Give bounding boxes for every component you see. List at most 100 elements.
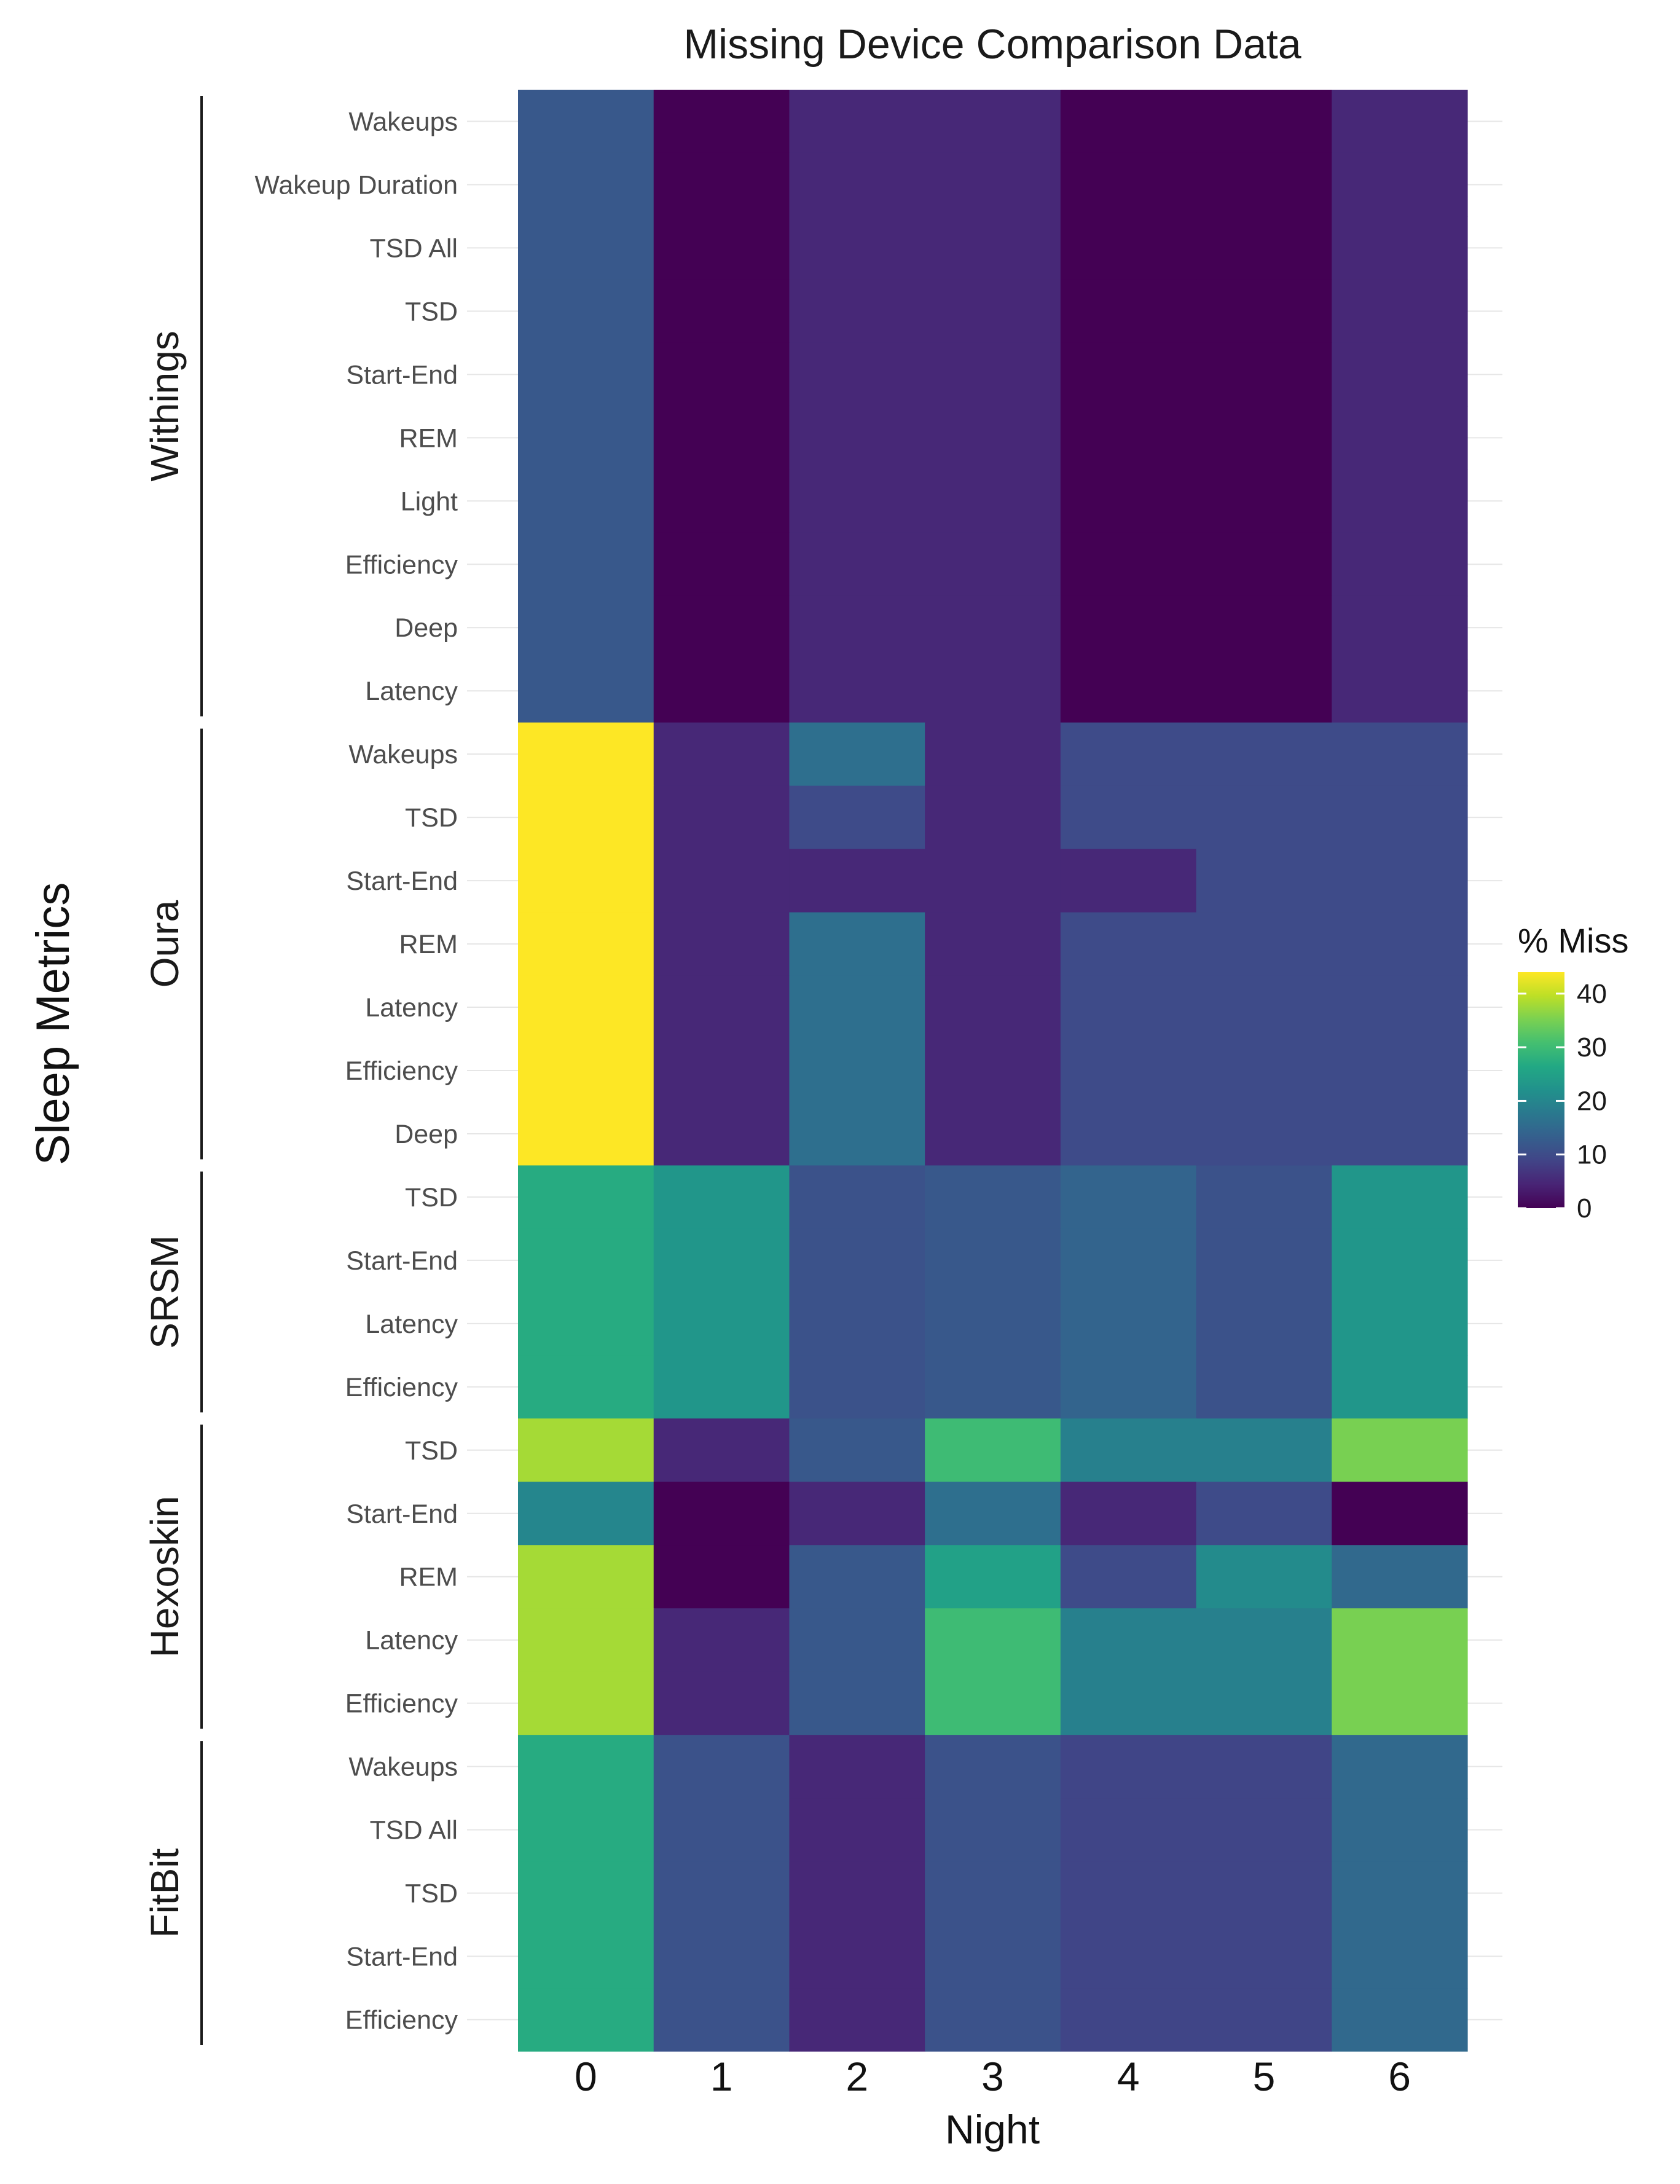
y-tick-label: Start-End bbox=[346, 360, 458, 390]
heatmap-cell bbox=[789, 1988, 925, 2052]
heatmap-cell bbox=[518, 1735, 654, 1799]
heatmap-cell bbox=[789, 1039, 925, 1103]
heatmap-cell bbox=[1332, 216, 1468, 280]
x-tick-label: 6 bbox=[1388, 2054, 1411, 2099]
heatmap-cell bbox=[1060, 975, 1197, 1040]
colorbar-tick-label: 10 bbox=[1577, 1140, 1607, 1170]
y-tick-label: Latency bbox=[365, 1310, 458, 1339]
heatmap-cell bbox=[653, 1482, 790, 1546]
heatmap-cell bbox=[1060, 595, 1197, 660]
heatmap-cell bbox=[925, 1292, 1061, 1356]
heatmap-cell bbox=[518, 1545, 654, 1609]
y-tick-label: Latency bbox=[365, 993, 458, 1023]
heatmap-cell bbox=[518, 1355, 654, 1419]
heatmap-cell bbox=[1060, 1735, 1197, 1799]
heatmap-cell bbox=[789, 1355, 925, 1419]
chart-title: Missing Device Comparison Data bbox=[683, 21, 1301, 68]
heatmap-cell bbox=[518, 1925, 654, 1989]
heatmap-cell bbox=[925, 216, 1061, 280]
heatmap-cell bbox=[518, 279, 654, 344]
heatmap-cell bbox=[518, 785, 654, 850]
heatmap-cell bbox=[518, 1165, 654, 1230]
heatmap-cell bbox=[1332, 90, 1468, 154]
heatmap-cell bbox=[1060, 1482, 1197, 1546]
heatmap-cell bbox=[1332, 342, 1468, 407]
y-tick-label: TSD All bbox=[370, 1816, 458, 1845]
heatmap-cell bbox=[518, 659, 654, 723]
heatmap-cell bbox=[925, 1861, 1061, 1925]
heatmap-cell bbox=[789, 785, 925, 850]
heatmap-cell bbox=[1060, 912, 1197, 976]
heatmap-cell bbox=[1332, 849, 1468, 913]
x-tick-label: 5 bbox=[1253, 2054, 1276, 2099]
x-tick-labels: 0 1 2 3 4 5 6 bbox=[575, 2054, 1411, 2099]
heatmap-cell bbox=[518, 1988, 654, 2052]
heatmap-cell bbox=[789, 1418, 925, 1482]
heatmap-cell bbox=[1332, 1482, 1468, 1546]
heatmap-cell bbox=[925, 849, 1061, 913]
legend-title: % Miss bbox=[1518, 921, 1628, 960]
heatmap-cell bbox=[1060, 1671, 1197, 1735]
heatmap-cell bbox=[1060, 1925, 1197, 1989]
heatmap-cell bbox=[925, 659, 1061, 723]
heatmap-cell bbox=[789, 1102, 925, 1166]
x-tick-label: 3 bbox=[981, 2054, 1004, 2099]
heatmap-cell bbox=[925, 595, 1061, 660]
group-label: FitBit bbox=[143, 1848, 187, 1938]
heatmap-cell bbox=[653, 216, 790, 280]
heatmap-cell bbox=[518, 1861, 654, 1925]
heatmap-cell bbox=[789, 216, 925, 280]
heatmap-cell bbox=[1196, 90, 1332, 154]
heatmap-cell bbox=[518, 912, 654, 976]
heatmap-cell bbox=[1196, 1798, 1332, 1862]
heatmap-cell bbox=[1332, 595, 1468, 660]
heatmap-cell bbox=[1332, 1798, 1468, 1862]
heatmap-cell bbox=[518, 532, 654, 597]
y-tick-label: Wakeup Duration bbox=[254, 170, 458, 200]
heatmap-cell bbox=[1196, 1228, 1332, 1292]
heatmap-cell bbox=[518, 152, 654, 217]
heatmap-cell bbox=[518, 342, 654, 407]
heatmap-cell bbox=[789, 1545, 925, 1609]
group-label: SRSM bbox=[143, 1235, 187, 1349]
heatmap-cell bbox=[1332, 1671, 1468, 1735]
heatmap-cell bbox=[653, 722, 790, 787]
y-tick-label: Efficiency bbox=[345, 2006, 458, 2035]
heatmap-cell bbox=[518, 849, 654, 913]
heatmap-cell bbox=[518, 1482, 654, 1546]
heatmap-cell bbox=[653, 1418, 790, 1482]
heatmap-cell bbox=[653, 342, 790, 407]
heatmap-cell bbox=[1332, 722, 1468, 787]
heatmap-cell bbox=[1060, 1355, 1197, 1419]
heatmap-cell bbox=[1332, 785, 1468, 850]
heatmap-cell bbox=[925, 1925, 1061, 1989]
heatmap-cell bbox=[1196, 785, 1332, 850]
heatmap-cell bbox=[1196, 1039, 1332, 1103]
heatmap-cell bbox=[925, 1165, 1061, 1230]
heatmap-cell bbox=[653, 1545, 790, 1609]
heatmap-cell bbox=[925, 1228, 1061, 1292]
heatmap-cell bbox=[1060, 532, 1197, 597]
heatmap-cell bbox=[653, 849, 790, 913]
group-labels: Withings Oura SRSM Hexoskin FitBit bbox=[143, 96, 203, 2045]
heatmap-cell bbox=[1060, 1165, 1197, 1230]
heatmap-cell bbox=[925, 1545, 1061, 1609]
heatmap-cell bbox=[1060, 279, 1197, 344]
heatmap-cell bbox=[925, 912, 1061, 976]
heatmap-cell bbox=[1332, 1355, 1468, 1419]
heatmap-cell bbox=[789, 1861, 925, 1925]
heatmap-cell bbox=[1196, 659, 1332, 723]
heatmap-cell bbox=[789, 1292, 925, 1356]
heatmap-cell bbox=[1196, 406, 1332, 470]
heatmap-cell bbox=[1332, 1988, 1468, 2052]
heatmap-cell bbox=[925, 975, 1061, 1040]
heatmap-cell bbox=[653, 532, 790, 597]
heatmap-cell bbox=[925, 90, 1061, 154]
heatmap-cell bbox=[1332, 532, 1468, 597]
heatmap-cell bbox=[1196, 1418, 1332, 1482]
heatmap-cell bbox=[1196, 532, 1332, 597]
heatmap-cell bbox=[925, 342, 1061, 407]
heatmap-cell bbox=[1332, 1545, 1468, 1609]
y-tick-label: Efficiency bbox=[345, 550, 458, 579]
y-tick-label: Light bbox=[401, 487, 458, 516]
